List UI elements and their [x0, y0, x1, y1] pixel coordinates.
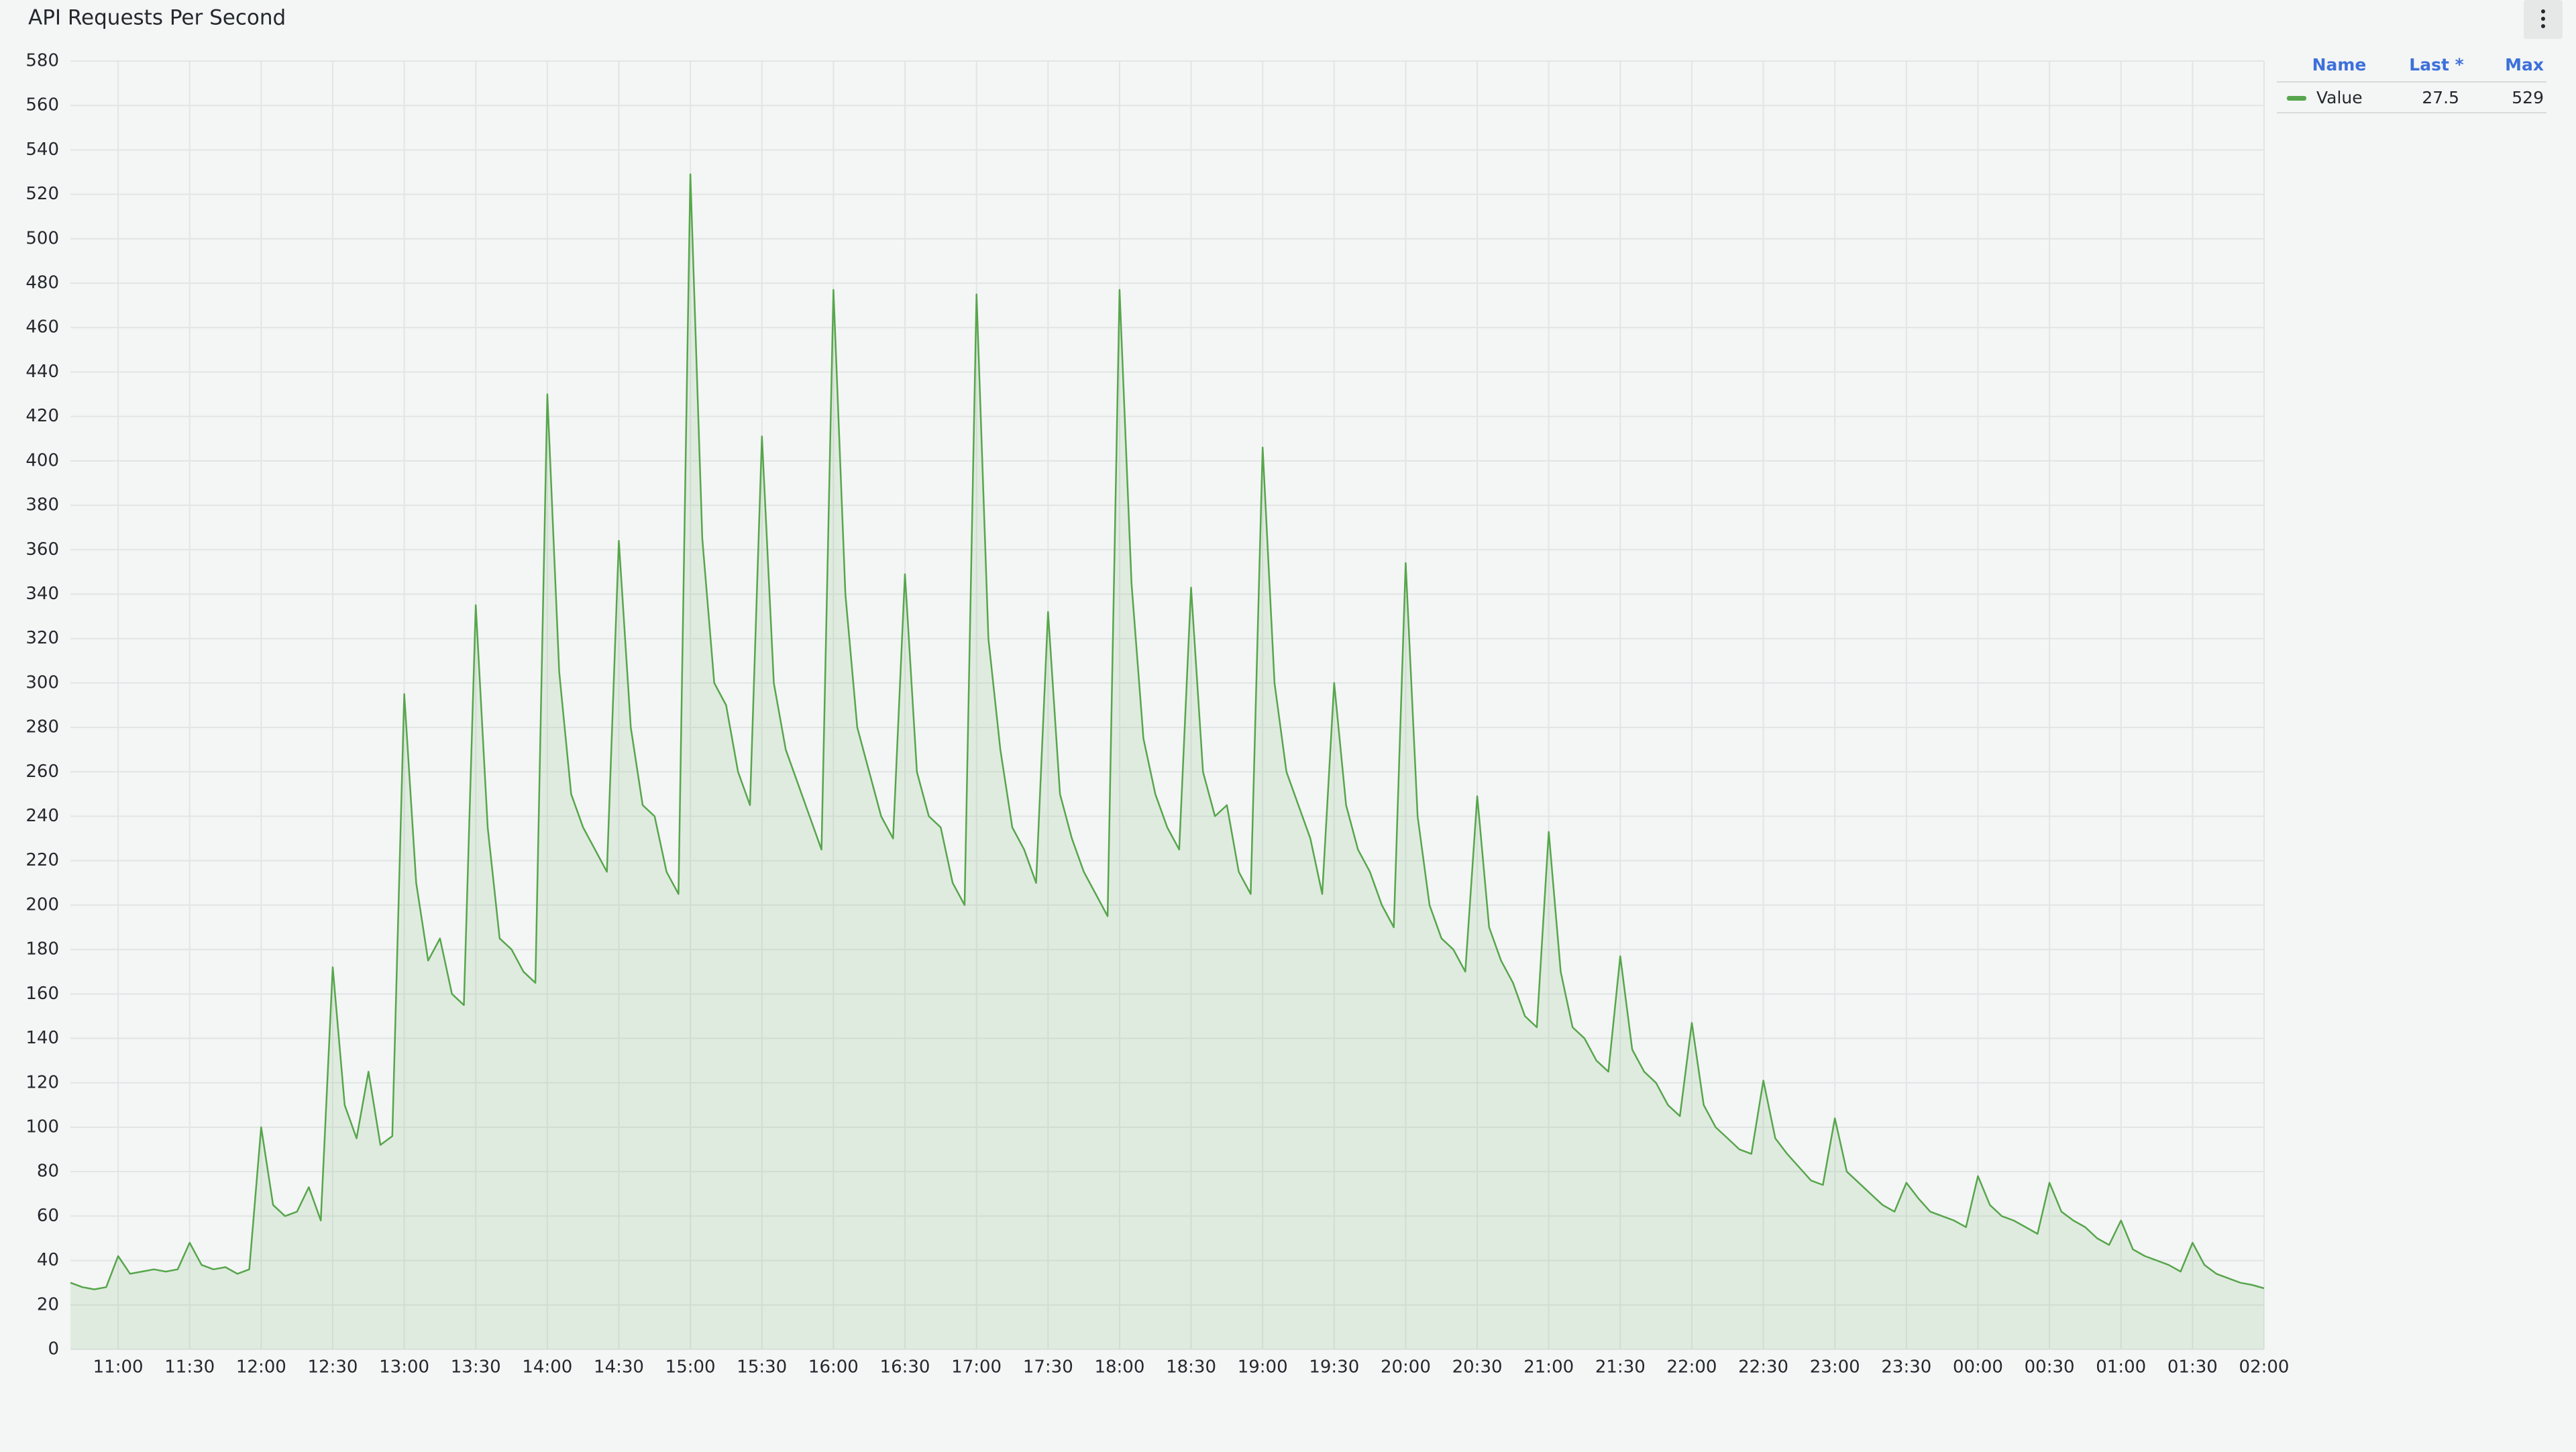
legend-max: 529 — [2512, 88, 2544, 107]
panel-title: API Requests Per Second — [28, 6, 286, 30]
y-tick-label: 240 — [25, 806, 59, 826]
legend-last: 27.5 — [2422, 88, 2459, 107]
legend-header[interactable]: Name — [2312, 55, 2367, 74]
x-tick-label: 19:30 — [1309, 1357, 1359, 1378]
x-tick-label: 15:00 — [665, 1357, 716, 1378]
x-tick-label: 19:00 — [1238, 1357, 1288, 1378]
y-tick-label: 560 — [25, 95, 59, 115]
y-tick-label: 320 — [25, 628, 59, 648]
legend-swatch — [2287, 96, 2306, 101]
x-tick-label: 17:00 — [951, 1357, 1002, 1378]
y-tick-label: 520 — [25, 184, 59, 204]
y-tick-label: 400 — [25, 450, 59, 470]
x-tick-label: 20:30 — [1452, 1357, 1503, 1378]
x-tick-label: 13:30 — [451, 1357, 501, 1378]
x-tick-label: 16:30 — [880, 1357, 930, 1378]
x-tick-label: 11:30 — [164, 1357, 215, 1378]
x-tick-label: 01:30 — [2167, 1357, 2218, 1378]
y-tick-label: 540 — [25, 140, 59, 160]
y-tick-label: 380 — [25, 495, 59, 515]
y-tick-label: 180 — [25, 939, 59, 960]
legend-label[interactable]: Value — [2316, 88, 2363, 107]
x-tick-label: 23:00 — [1810, 1357, 1860, 1378]
y-tick-label: 260 — [25, 762, 59, 782]
x-tick-label: 12:30 — [308, 1357, 358, 1378]
x-tick-label: 01:00 — [2096, 1357, 2146, 1378]
x-tick-label: 02:00 — [2239, 1357, 2290, 1378]
y-tick-label: 200 — [25, 894, 59, 915]
legend: Name Last * Max Value 27.5 529 — [2277, 55, 2546, 113]
x-tick-label: 22:30 — [1738, 1357, 1788, 1378]
y-tick-label: 480 — [25, 273, 59, 293]
menu-dot — [2541, 17, 2545, 21]
x-tick-label: 21:00 — [1523, 1357, 1574, 1378]
legend-header[interactable]: Last * — [2409, 55, 2463, 74]
plot: 0 20 40 60 80 100 120 140 160 180 200 220 240 260 280 3… — [25, 51, 2289, 1378]
y-tick-label: 40 — [37, 1250, 59, 1270]
y-tick-label: 360 — [25, 539, 59, 560]
y-tick-label: 280 — [25, 717, 59, 737]
x-tick-label: 14:30 — [594, 1357, 644, 1378]
y-tick-label: 580 — [25, 51, 59, 71]
x-tick-label: 11:00 — [93, 1357, 144, 1378]
y-tick-label: 100 — [25, 1117, 59, 1137]
y-tick-label: 300 — [25, 672, 59, 692]
y-tick-label: 420 — [25, 406, 59, 426]
series-line — [70, 173, 2265, 1290]
x-tick-label: 21:30 — [1595, 1357, 1646, 1378]
menu-dot — [2541, 24, 2545, 28]
y-tick-label: 80 — [37, 1161, 59, 1182]
y-tick-label: 120 — [25, 1072, 59, 1092]
y-tick-label: 440 — [25, 362, 59, 382]
y-tick-label: 20 — [37, 1294, 59, 1314]
x-tick-label: 22:00 — [1666, 1357, 1717, 1378]
x-tick-label: 18:30 — [1166, 1357, 1216, 1378]
x-tick-label: 16:00 — [808, 1357, 859, 1378]
x-tick-label: 14:00 — [522, 1357, 572, 1378]
x-tick-label: 23:30 — [1881, 1357, 1931, 1378]
y-tick-label: 140 — [25, 1028, 59, 1048]
x-tick-label: 15:30 — [737, 1357, 787, 1378]
x-tick-label: 17:30 — [1023, 1357, 1073, 1378]
y-tick-label: 220 — [25, 850, 59, 870]
x-tick-label: 20:00 — [1381, 1357, 1431, 1378]
y-tick-label: 340 — [25, 584, 59, 604]
y-tick-label: 0 — [48, 1339, 59, 1359]
x-tick-label: 00:30 — [2025, 1357, 2075, 1378]
y-tick-label: 460 — [25, 317, 59, 338]
y-tick-label: 60 — [37, 1206, 59, 1226]
menu-dot — [2541, 9, 2545, 13]
area-fill — [70, 174, 2264, 1349]
x-tick-label: 00:00 — [1953, 1357, 2003, 1378]
x-tick-label: 12:00 — [236, 1357, 286, 1378]
x-tick-label: 18:00 — [1094, 1357, 1144, 1378]
y-tick-label: 160 — [25, 984, 59, 1004]
legend-header[interactable]: Max — [2505, 55, 2544, 74]
x-tick-label: 13:00 — [379, 1357, 429, 1378]
y-tick-label: 500 — [25, 228, 59, 248]
